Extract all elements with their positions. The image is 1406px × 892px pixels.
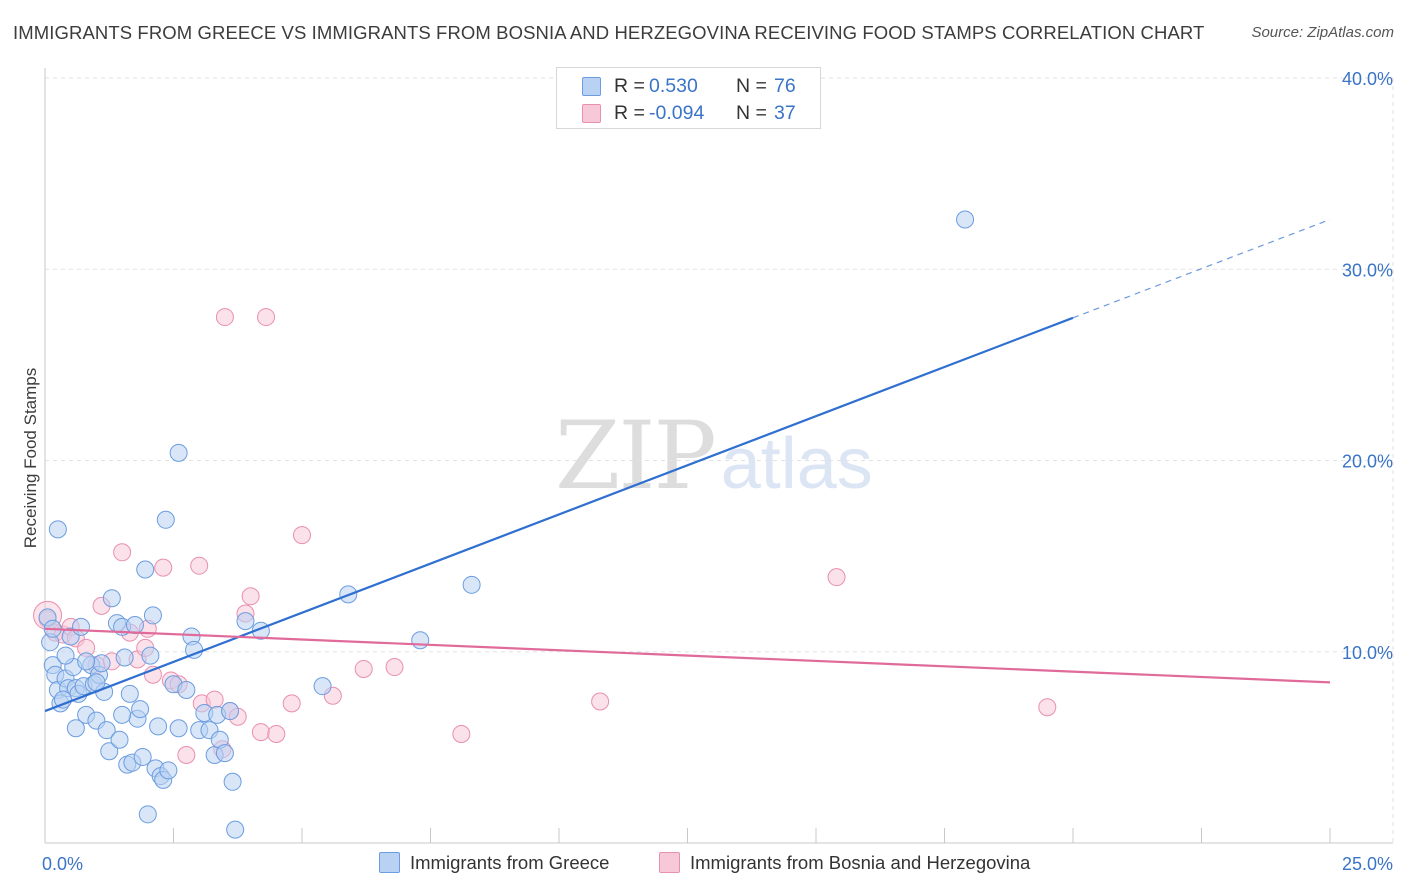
series-greece-points: [38, 210, 975, 839]
legend-swatch-pink: [659, 852, 680, 873]
data-point-greece: [221, 702, 240, 721]
data-point-greece: [956, 210, 975, 229]
data-point-greece: [66, 719, 85, 738]
data-point-bosnia: [591, 692, 610, 711]
data-point-bosnia: [215, 308, 234, 327]
data-point-greece: [462, 575, 481, 594]
data-point-greece: [169, 443, 188, 462]
r-label: R =: [614, 102, 645, 124]
data-point-bosnia: [827, 568, 846, 587]
data-point-bosnia: [267, 724, 286, 743]
data-point-greece: [77, 652, 96, 671]
data-point-bosnia: [113, 543, 132, 562]
x-tick-label: 0.0%: [42, 854, 83, 874]
data-point-greece: [169, 719, 188, 738]
data-point-greece: [125, 615, 144, 634]
data-point-greece: [100, 742, 119, 761]
data-point-bosnia: [385, 658, 404, 677]
legend-item-greece: Immigrants from Greece: [379, 852, 609, 874]
data-point-greece: [113, 705, 132, 724]
n-value: 37: [774, 102, 796, 124]
y-tick-label: 20.0%: [1342, 452, 1393, 472]
legend-swatch-pink: [582, 104, 601, 123]
data-point-bosnia: [190, 556, 209, 575]
grid-lines: [45, 77, 1394, 843]
trend-lines: [44, 218, 1331, 713]
data-point-greece: [53, 690, 72, 709]
y-tick-label: 10.0%: [1342, 643, 1393, 663]
y-tick-label: 40.0%: [1342, 69, 1393, 89]
trendline-greece: [44, 316, 1074, 713]
data-point-greece: [48, 520, 67, 539]
chart-title: IMMIGRANTS FROM GREECE VS IMMIGRANTS FRO…: [13, 22, 1205, 43]
data-point-greece: [133, 747, 152, 766]
data-point-greece: [313, 677, 332, 696]
data-point-greece: [138, 805, 157, 824]
data-point-greece: [149, 717, 168, 736]
legend-row-greece: R = 0.530 N = 76: [557, 74, 820, 100]
data-point-greece: [115, 648, 134, 667]
legend-label-greece: Immigrants from Greece: [410, 852, 610, 873]
data-point-greece: [71, 617, 90, 636]
y-tick-label: 30.0%: [1342, 260, 1393, 280]
data-point-bosnia: [452, 724, 471, 743]
data-point-greece: [110, 730, 129, 749]
source-label: Source: ZipAtlas.com: [1251, 24, 1394, 41]
data-point-bosnia: [154, 558, 173, 577]
data-point-bosnia: [354, 659, 373, 678]
data-point-bosnia: [293, 526, 311, 545]
legend-item-bosnia: Immigrants from Bosnia and Herzegovina: [659, 852, 1030, 874]
r-value: 0.530: [649, 75, 698, 97]
data-point-greece: [411, 631, 430, 650]
data-point-greece: [156, 510, 175, 529]
data-point-bosnia: [177, 746, 196, 765]
data-point-greece: [223, 772, 242, 791]
data-point-bosnia: [251, 723, 270, 742]
data-point-greece: [215, 744, 234, 763]
tick-labels: 10.0% 20.0% 30.0% 40.0% 0.0% 25.0%: [42, 69, 1393, 874]
data-point-greece: [120, 684, 139, 703]
data-point-bosnia: [241, 587, 260, 606]
legend-row-bosnia: R = -0.094 N = 37: [557, 101, 820, 127]
data-point-greece: [159, 761, 178, 780]
n-label: N =: [736, 75, 767, 97]
data-point-greece: [136, 560, 155, 579]
data-point-greece: [141, 646, 160, 665]
legend-swatch-blue: [582, 77, 601, 96]
trendline-bosnia: [44, 627, 1331, 684]
legend-swatch-blue: [379, 852, 400, 873]
correlation-legend: R = 0.530 N = 76 R = -0.094 N = 37: [556, 67, 821, 129]
data-point-greece: [131, 700, 150, 719]
r-label: R =: [614, 75, 645, 97]
n-label: N =: [736, 102, 767, 124]
r-value: -0.094: [649, 102, 705, 124]
n-value: 76: [774, 75, 796, 97]
data-point-bosnia: [1038, 698, 1057, 717]
data-point-greece: [226, 820, 245, 839]
data-point-greece: [56, 646, 75, 665]
data-point-bosnia: [282, 694, 301, 713]
data-point-greece: [97, 721, 116, 740]
x-tick-label: 25.0%: [1342, 854, 1393, 874]
legend-label-bosnia: Immigrants from Bosnia and Herzegovina: [690, 852, 1031, 873]
data-point-greece: [102, 589, 121, 608]
series-legend: Immigrants from Greece Immigrants from B…: [0, 852, 1406, 878]
data-point-greece: [92, 654, 111, 673]
axes: [44, 68, 1393, 844]
data-point-greece: [143, 606, 162, 625]
trendline-greece-extension: [1072, 218, 1331, 319]
data-point-greece: [177, 681, 196, 699]
data-point-bosnia: [257, 308, 276, 327]
data-point-greece: [236, 612, 255, 631]
